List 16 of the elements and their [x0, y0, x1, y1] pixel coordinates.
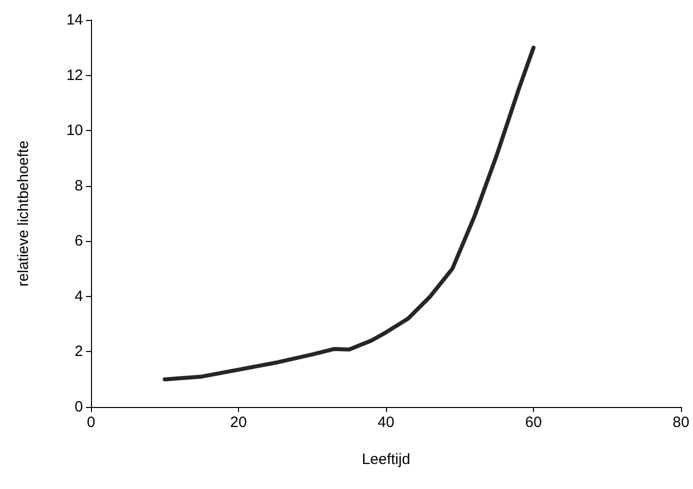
y-tick-label: 4: [74, 288, 83, 305]
y-tick-label: 14: [66, 12, 83, 28]
x-tick-label: 40: [378, 414, 394, 431]
y-tick-label: 0: [74, 398, 83, 416]
line-series: [162, 46, 536, 382]
y-axis-title: relatieve lichtbehoefte: [15, 140, 32, 286]
x-tick-label: 0: [86, 414, 96, 431]
y-tick-label: 10: [66, 122, 83, 140]
y-tick-label: 2: [74, 343, 83, 360]
x-tick-label: 80: [672, 414, 690, 431]
x-axis-title: Leeftijd: [362, 451, 410, 468]
y-tick-label: 8: [74, 177, 83, 194]
x-tick-label: 60: [525, 414, 542, 431]
x-tick-label: 20: [230, 414, 247, 431]
y-tick-label: 6: [74, 232, 83, 250]
y-tick-label: 12: [66, 66, 83, 84]
